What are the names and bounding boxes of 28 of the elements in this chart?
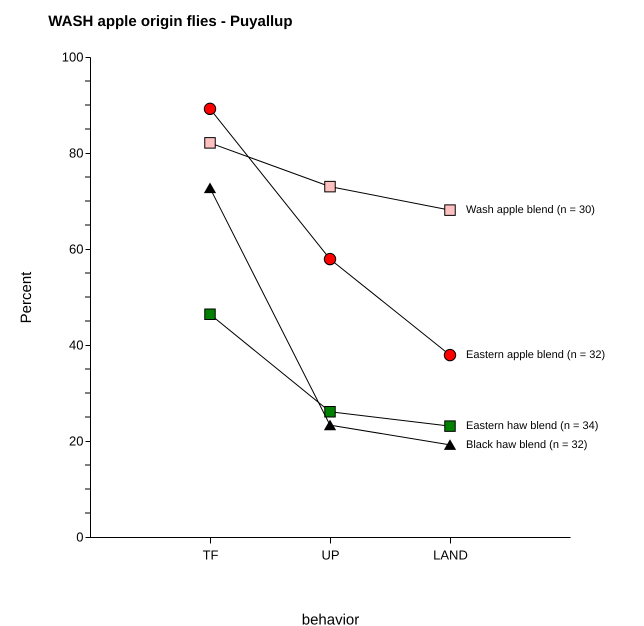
point [204, 183, 216, 194]
point [444, 420, 456, 432]
series-label: Eastern apple blend (n = 32) [466, 349, 606, 362]
point [324, 406, 336, 418]
point [324, 180, 336, 192]
series-label: Eastern haw blend (n = 34) [466, 420, 598, 432]
point [444, 348, 456, 362]
x-axis-title: behavior [302, 612, 360, 626]
series-label: Wash apple blend (n = 30) [466, 204, 595, 216]
x-tick-label: UP [321, 548, 340, 562]
x-tick-label: LAND [433, 548, 468, 562]
point [324, 252, 336, 266]
x-tick-label: TF [202, 548, 218, 562]
point [204, 137, 216, 149]
y-tick-label: 40 [69, 338, 84, 352]
point [324, 420, 336, 430]
y-axis-title: Percent [18, 270, 35, 324]
point [444, 440, 456, 450]
point [444, 204, 456, 216]
point [204, 102, 216, 116]
y-tick-label: 20 [69, 434, 84, 448]
series-label: Black haw blend (n = 32) [466, 438, 588, 451]
y-tick-label: 80 [69, 146, 84, 160]
y-tick-label: 60 [69, 242, 84, 256]
chart-title: WASH apple origin flies - Puyallup [48, 13, 293, 30]
y-tick-label: 0 [76, 530, 84, 544]
point [204, 308, 216, 320]
y-tick-label: 100 [62, 50, 84, 64]
